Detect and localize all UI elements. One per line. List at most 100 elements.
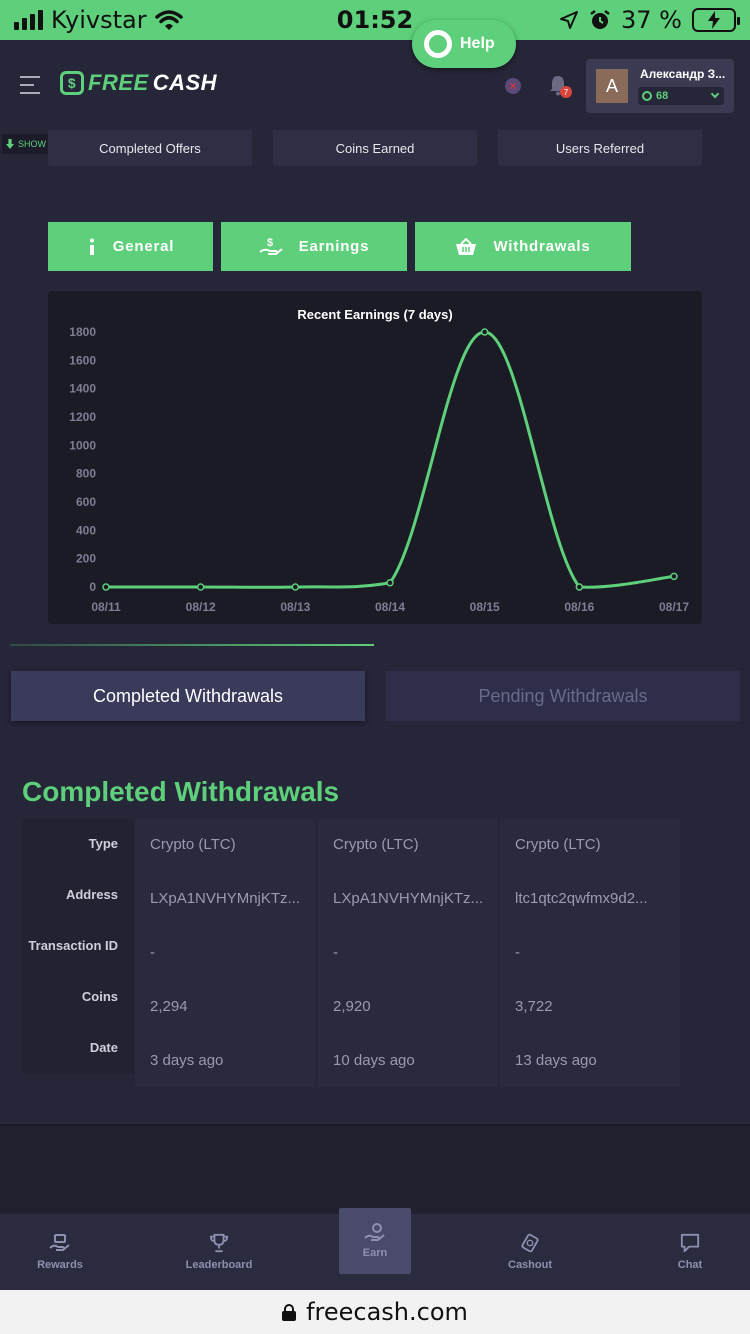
withdrawal-record: Crypto (LTC) LXpA1NVHYMnjKTz... - 2,294 … [135,819,315,1087]
x-tick-label: 08/16 [564,600,594,614]
nav-rewards[interactable]: Rewards [0,1214,120,1290]
battery-percent: 37 % [621,6,682,34]
record-date: 10 days ago [333,1052,415,1069]
withdrawal-record: Crypto (LTC) LXpA1NVHYMnjKTz... - 2,920 … [318,819,498,1087]
label-type: Type [88,836,118,851]
label-date: Date [89,1040,118,1055]
x-tick-label: 08/17 [659,600,689,614]
y-tick-label: 1200 [69,410,96,424]
help-label: Help [460,35,495,52]
lifebuoy-icon [424,30,452,58]
menu-icon[interactable] [20,76,40,100]
x-tick-label: 08/14 [375,600,405,614]
record-txid: - [150,944,155,961]
avatar: A [596,69,628,103]
url-text: freecash.com [306,1298,468,1326]
section-title: Completed Withdrawals [22,776,340,807]
user-name: Александр З... [640,67,726,81]
download-arrow-icon [6,139,14,149]
trophy-icon [209,1233,229,1253]
record-txid: - [333,944,338,961]
y-tick-label: 0 [89,580,96,594]
status-bar: Kyivstar 01:52 37 % [0,0,750,40]
user-menu[interactable]: A Александр З... 68 [586,59,734,113]
record-coins: 2,294 [150,998,188,1015]
browser-url-bar[interactable]: freecash.com [0,1290,750,1334]
carrier-name: Kyivstar [51,6,147,34]
data-point [480,328,489,336]
record-address: LXpA1NVHYMnjKTz... [150,890,301,907]
earnings-chart: Recent Earnings (7 days) 0 200 400 600 800 100… [48,291,702,624]
alarm-icon [590,10,610,29]
rewards-icon [49,1234,70,1251]
signal-icon [14,10,43,30]
freecash-logo[interactable]: $ FREE CASH [60,70,217,96]
withdrawal-record: Crypto (LTC) ltc1qtc2qwfmx9d2... - 3,722… [500,819,680,1087]
help-button[interactable]: Help [412,20,516,68]
stat-card-users-referred: Users Referred [498,130,702,166]
nav-chat[interactable]: Chat [630,1214,750,1290]
record-type: Crypto (LTC) [515,836,601,853]
label-address: Address [65,887,118,902]
y-tick-label: 200 [76,552,96,566]
tab-withdrawals[interactable]: Withdrawals [415,222,631,271]
record-date: 3 days ago [150,1052,224,1069]
record-txid: - [515,944,520,961]
bottom-nav: Rewards Leaderboard Earn Cashout Chat [0,1208,750,1290]
info-icon [89,238,94,255]
earn-icon [364,1223,385,1241]
y-tick-label: 1600 [69,353,96,367]
y-tick-label: 1000 [69,438,96,452]
x-tick-label: 08/11 [91,600,121,614]
tab-earnings[interactable]: $ Earnings [221,222,407,271]
nav-earn[interactable]: Earn [339,1208,411,1274]
stat-card-completed-offers: Completed Offers [48,130,252,166]
record-type: Crypto (LTC) [150,836,236,853]
data-point [386,579,394,587]
data-point [670,572,678,581]
logo-mark-icon: $ [60,71,84,95]
data-point [102,583,110,591]
tab-pending-withdrawals[interactable]: Pending Withdrawals [386,671,740,721]
battery-icon [692,8,740,32]
coin-balance[interactable]: 68 [638,87,724,105]
record-address: ltc1qtc2qwfmx9d2... [515,890,648,907]
y-tick-label: 400 [76,523,96,537]
coin-icon [642,91,652,101]
data-point [196,583,205,591]
nav-cashout[interactable]: Cashout [470,1214,590,1290]
nav-leaderboard[interactable]: Leaderboard [159,1214,279,1290]
stat-card-coins-earned: Coins Earned [273,130,477,166]
basket-icon [456,237,477,255]
y-tick-label: 600 [76,495,96,509]
chart-title: Recent Earnings (7 days) [297,307,452,322]
record-address: LXpA1NVHYMnjKTz... [333,890,484,907]
coin-amount: 68 [656,90,669,102]
chevron-down-icon [710,89,720,99]
x-tick-label: 08/12 [186,600,216,614]
chat-icon [680,1233,700,1253]
clock: 01:52 [336,6,414,34]
label-transaction-id: Transaction ID [28,938,118,953]
tab-completed-withdrawals[interactable]: Completed Withdrawals [11,671,365,721]
money-hand-icon: $ [259,237,283,255]
progress-divider [10,644,374,646]
record-coins: 2,920 [333,998,371,1015]
y-tick-label: 800 [76,467,96,481]
svg-text:$: $ [267,237,274,249]
wifi-icon [154,10,183,30]
y-tick-label: 1800 [69,325,96,339]
record-coins: 3,722 [515,998,553,1015]
record-date: 13 days ago [515,1052,597,1069]
y-tick-label: 1400 [69,382,96,396]
cashout-icon [521,1233,539,1253]
series-line [106,330,675,589]
notification-badge: 7 [560,86,572,98]
close-icon[interactable]: ✕ [505,78,521,94]
x-tick-label: 08/13 [280,600,310,614]
x-tick-label: 08/15 [470,600,500,614]
data-point [291,583,300,591]
tab-general[interactable]: General [48,222,213,271]
label-coins: Coins [81,989,118,1004]
lock-icon [282,1304,297,1321]
